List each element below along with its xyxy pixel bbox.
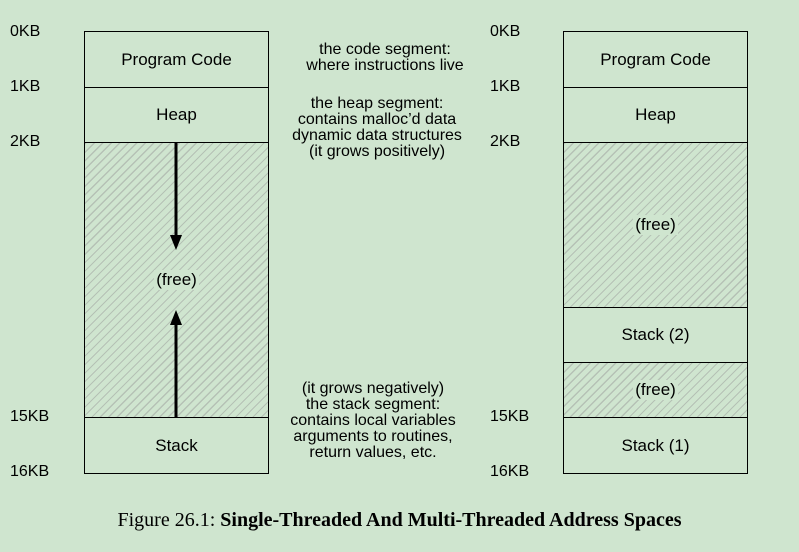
- figure-caption: Figure 26.1: Single-Threaded And Multi-T…: [0, 509, 799, 532]
- stack-1-label: Stack (1): [621, 435, 690, 455]
- address-label-1kb-right: 1KB: [490, 78, 521, 95]
- annotation-line: (it grows positively): [308, 143, 446, 160]
- caption-title: Single-Threaded And Multi-Threaded Addre…: [220, 509, 682, 531]
- annotation-line: contains local variables: [290, 412, 456, 429]
- stack-segment-annotation: (it grows negatively) the stack segment:…: [258, 381, 488, 461]
- annotation-line: the code segment:: [319, 41, 451, 58]
- address-label-1kb-left: 1KB: [10, 78, 41, 95]
- free-label-left: (free): [154, 270, 199, 290]
- annotation-line: (it grows negatively): [301, 380, 445, 397]
- heap-label-right: Heap: [635, 105, 676, 124]
- program-code-segment-right: Program Code: [563, 31, 748, 88]
- free-label-upper-right: (free): [633, 215, 678, 235]
- address-label-15kb-right: 15KB: [490, 408, 530, 425]
- caption-prefix: Figure 26.1:: [117, 509, 216, 531]
- address-label-2kb-right: 2KB: [490, 133, 521, 150]
- stack-1-segment: Stack (1): [563, 417, 748, 474]
- free-region-upper-right: (free): [563, 142, 748, 308]
- annotation-line: the stack segment:: [305, 396, 441, 413]
- program-code-label-right: Program Code: [600, 49, 711, 69]
- address-label-16kb-left: 16KB: [10, 463, 50, 480]
- program-code-label-left: Program Code: [121, 49, 232, 69]
- address-label-2kb-left: 2KB: [10, 133, 41, 150]
- annotation-line: dynamic data structures: [292, 127, 462, 144]
- annotation-line: arguments to routines,: [293, 428, 453, 445]
- annotation-line: where instructions live: [306, 57, 464, 74]
- heap-segment-right: Heap: [563, 87, 748, 143]
- free-region-lower-right: (free): [563, 362, 748, 418]
- stack-label-left: Stack: [155, 435, 198, 455]
- address-label-0kb-right: 0KB: [490, 23, 521, 40]
- annotation-line: the heap segment:: [310, 95, 444, 112]
- stack-2-segment: Stack (2): [563, 307, 748, 363]
- heap-label-left: Heap: [156, 105, 197, 124]
- address-label-0kb-left: 0KB: [10, 23, 41, 40]
- address-label-15kb-left: 15KB: [10, 408, 50, 425]
- heap-segment-annotation: the heap segment: contains malloc’d data…: [262, 96, 492, 160]
- annotation-line: return values, etc.: [309, 444, 437, 461]
- address-label-16kb-right: 16KB: [490, 463, 530, 480]
- stack-segment-left: Stack: [84, 417, 269, 474]
- free-label-lower-right: (free): [633, 380, 678, 400]
- stack-2-label: Stack (2): [621, 325, 690, 344]
- code-segment-annotation: the code segment: where instructions liv…: [270, 42, 500, 74]
- annotation-line: contains malloc’d data: [297, 111, 457, 128]
- heap-growth-arrowhead: [170, 235, 182, 250]
- stack-growth-arrowhead: [170, 310, 182, 325]
